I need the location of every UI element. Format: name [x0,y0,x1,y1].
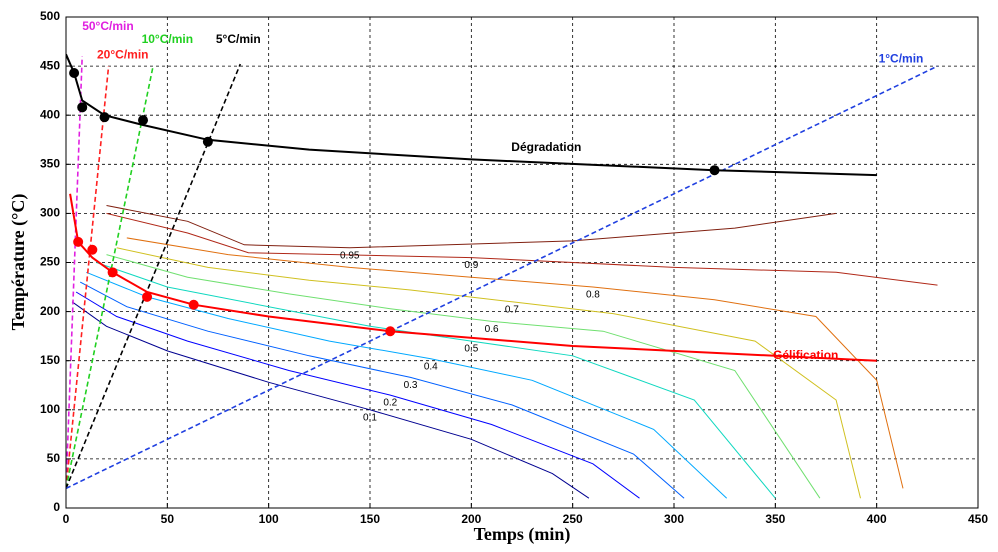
y-tick-label: 0 [53,500,60,514]
rate-line [66,65,938,490]
series-label: Dégradation [511,140,581,154]
contour-label: 0.8 [586,290,600,301]
series-label: 50°C/min [82,19,133,33]
point [138,115,149,126]
contour-line [75,291,640,499]
contour-line [71,301,590,499]
y-tick-label: 250 [40,255,60,269]
point [69,67,80,78]
point [73,236,84,247]
series-layer [66,53,938,499]
contour-line [106,205,837,249]
x-tick-label: 200 [461,512,481,526]
y-tick-label: 350 [40,156,60,170]
rate-line [66,63,242,489]
y-tick-label: 400 [40,107,60,121]
point [107,267,118,278]
y-tick-label: 500 [40,9,60,23]
contour-line [106,212,938,286]
y-tick-label: 150 [40,353,60,367]
series-label: 5°C/min [216,32,261,46]
contour-label: 0.7 [505,304,519,315]
contour-label: 0.6 [485,324,499,335]
label-layer: 0 50 100 150 200 250 300 350 400 450 0 50 100 150 200 2… [40,9,988,526]
point [77,102,88,113]
series-label: 20°C/min [97,47,148,61]
contour-line [116,247,861,499]
point [385,326,396,337]
point [87,244,98,255]
contour-label: 0.3 [404,380,418,391]
rate-line [66,66,110,489]
x-tick-label: 50 [161,512,175,526]
contour-label: 0.1 [363,412,377,423]
x-tick-label: 0 [63,512,70,526]
point [99,112,110,123]
contour-label: 0.2 [383,398,397,409]
contour-line [106,254,821,499]
x-axis-label: Temps (min) [474,524,571,545]
point [142,291,153,302]
y-tick-label: 300 [40,206,60,220]
limit-curve [66,53,877,177]
x-tick-label: 300 [664,512,684,526]
x-tick-label: 450 [968,512,988,526]
x-tick-label: 150 [360,512,380,526]
rate-line [66,56,83,489]
contour-line [79,281,685,499]
y-tick-label: 100 [40,402,60,416]
series-label: Gélification [773,348,838,362]
contour-line [86,271,728,499]
x-tick-label: 350 [765,512,785,526]
series-label: 10°C/min [142,32,193,46]
contour-label: 0.5 [464,344,478,355]
contour-label: 0.9 [464,260,478,271]
x-tick-label: 100 [259,512,279,526]
contour-label: 0.95 [340,250,360,261]
x-tick-label: 250 [563,512,583,526]
x-tick-label: 400 [867,512,887,526]
point [188,299,199,310]
y-tick-label: 450 [40,58,60,72]
y-tick-label: 200 [40,304,60,318]
point [709,165,720,176]
series-label: 1°C/min [879,51,924,65]
plot-frame [65,16,979,509]
y-axis-label: Température (°C) [8,194,29,331]
contour-label: 0.4 [424,361,438,372]
limit-curve [69,193,877,362]
point [202,136,213,147]
y-tick-label: 50 [47,451,61,465]
